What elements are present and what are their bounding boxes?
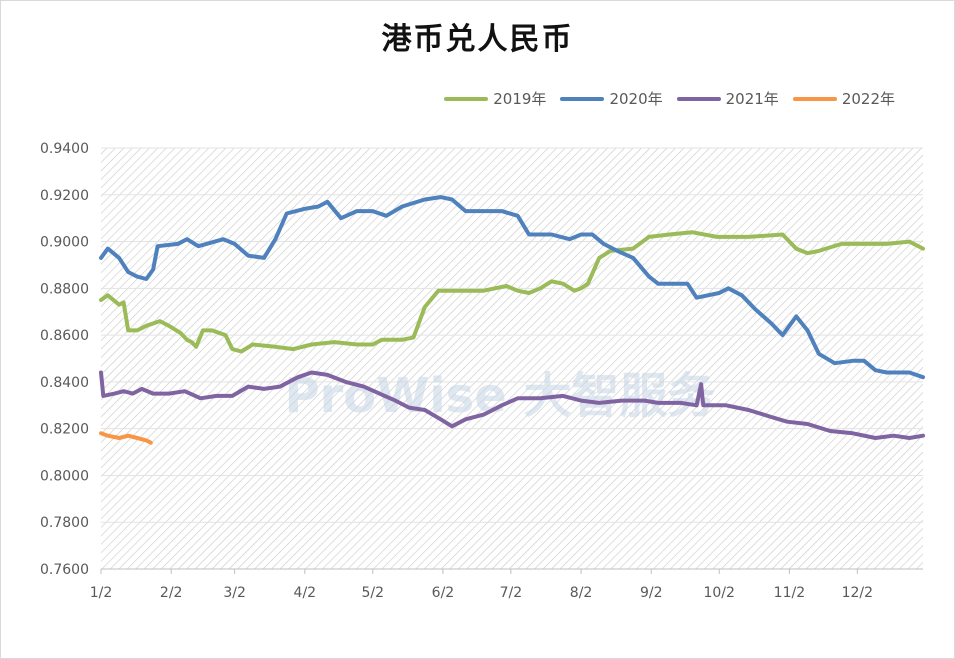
chart-title: 港币兑人民币 [381,22,574,57]
y-tick-label: 0.9400 [40,141,89,157]
legend-swatch-2019 [444,96,489,101]
watermark: ProWise 大智服务 [284,368,715,424]
legend-swatch-2021 [676,96,721,101]
x-tick-label: 5/2 [361,585,384,601]
legend-label-2021: 2021年 [725,90,779,108]
x-tick-label: 11/2 [774,585,805,601]
x-tick-label: 2/2 [160,585,183,601]
legend-label-2019: 2019年 [493,90,547,108]
y-tick-label: 0.7600 [40,562,89,578]
y-tick-label: 0.8800 [40,281,89,297]
chart-legend: 2019年 2020年 2021年 2022年 [444,88,895,109]
series-lines [99,195,925,445]
legend-label-2020: 2020年 [609,90,663,108]
legend-swatch-2022 [792,96,837,101]
x-tick-label: 9/2 [640,585,663,601]
y-tick-label: 0.9000 [40,235,89,251]
x-tick-label: 3/2 [223,585,246,601]
y-tick-label: 0.8400 [40,375,89,391]
x-axis-tick-labels: 1/2 2/2 3/2 4/2 5/2 6/2 7/2 8/2 9/2 10/2 11/2 12/2 [90,569,873,601]
series-line-2022 [99,431,153,445]
legend-swatch-2020 [560,96,605,101]
x-tick-label: 8/2 [570,585,593,601]
legend-item-2020: 2020年 [560,88,663,109]
x-tick-label: 6/2 [432,585,455,601]
y-tick-label: 0.8200 [40,422,89,438]
legend-item-2021: 2021年 [676,88,779,109]
x-tick-label: 10/2 [703,585,734,601]
legend-item-2022: 2022年 [792,88,895,109]
legend-label-2022: 2022年 [841,90,895,108]
x-tick-label: 7/2 [500,585,523,601]
x-tick-label: 4/2 [294,585,317,601]
series-line-2019 [99,230,925,354]
y-tick-label: 0.8000 [40,468,89,484]
series-line-2021 [99,370,925,440]
legend-item-2019: 2019年 [444,88,546,109]
y-tick-label: 0.8600 [40,328,89,344]
series-line-2020 [99,195,925,380]
y-tick-label: 0.9200 [40,188,89,204]
plot-area-background [101,148,923,569]
x-tick-label: 1/2 [90,585,113,601]
y-tick-label: 0.7800 [40,515,89,531]
y-axis-tick-labels: 0.7600 0.7800 0.8000 0.8200 0.8400 0.8600 0.88… [40,141,89,578]
x-tick-label: 12/2 [842,585,873,601]
